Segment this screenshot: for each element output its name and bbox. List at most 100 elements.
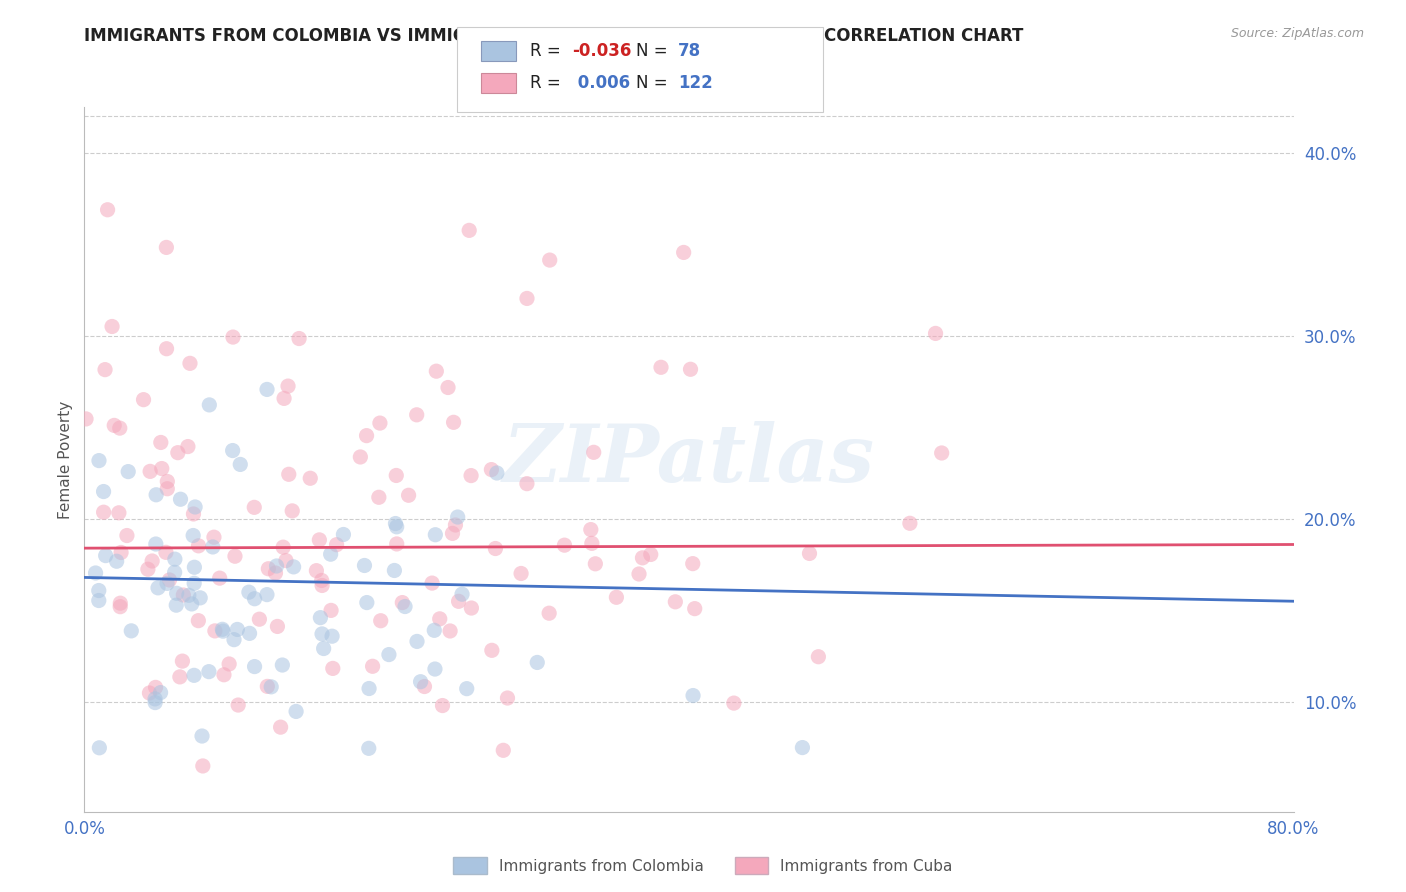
Point <box>179 356 201 370</box>
Y-axis label: Female Poverty: Female Poverty <box>58 401 73 518</box>
Point <box>481 643 503 657</box>
Point <box>165 598 187 612</box>
Point <box>222 330 245 344</box>
Point <box>425 364 447 378</box>
Point <box>931 446 953 460</box>
Point <box>683 601 706 615</box>
Point <box>605 591 627 605</box>
Point <box>579 523 602 537</box>
Point <box>183 560 205 574</box>
Point <box>169 492 191 507</box>
Point <box>538 606 561 620</box>
Point <box>325 538 347 552</box>
Point <box>105 554 128 568</box>
Point <box>183 668 205 682</box>
Text: 78: 78 <box>678 42 700 60</box>
Point <box>898 516 921 531</box>
Point <box>640 548 662 562</box>
Point <box>212 624 235 639</box>
Point <box>311 574 333 588</box>
Point <box>266 619 288 633</box>
Point <box>391 596 413 610</box>
Point <box>264 566 287 580</box>
Point <box>256 383 278 397</box>
Point <box>212 667 235 681</box>
Point <box>155 545 177 559</box>
Point <box>191 729 214 743</box>
Point <box>516 292 538 306</box>
Point <box>349 450 371 464</box>
Point <box>444 518 467 533</box>
Point <box>101 319 124 334</box>
Point <box>423 624 446 638</box>
Point <box>187 614 209 628</box>
Point <box>87 453 110 467</box>
Point <box>141 554 163 568</box>
Point <box>183 507 205 521</box>
Point <box>385 537 408 551</box>
Point <box>198 398 221 412</box>
Point <box>75 412 97 426</box>
Point <box>166 445 188 459</box>
Point <box>93 484 115 499</box>
Point <box>172 654 194 668</box>
Point <box>429 612 451 626</box>
Point <box>169 670 191 684</box>
Point <box>150 461 173 475</box>
Point <box>413 680 436 694</box>
Point <box>432 698 454 713</box>
Point <box>211 622 233 636</box>
Point <box>138 686 160 700</box>
Point <box>155 342 177 356</box>
Point <box>229 458 252 472</box>
Point <box>191 759 214 773</box>
Point <box>222 632 245 647</box>
Point <box>270 720 292 734</box>
Point <box>108 599 131 614</box>
Point <box>156 576 179 591</box>
Point <box>484 541 506 556</box>
Point <box>93 505 115 519</box>
Point <box>650 360 672 375</box>
Point <box>143 692 166 706</box>
Point <box>319 603 342 617</box>
Point <box>172 588 194 602</box>
Point <box>631 550 654 565</box>
Point <box>84 566 107 580</box>
Point <box>447 594 470 608</box>
Point <box>299 471 322 485</box>
Point <box>198 665 221 679</box>
Point <box>447 510 470 524</box>
Point <box>384 564 406 578</box>
Point <box>188 591 211 605</box>
Point <box>425 527 447 541</box>
Point <box>460 601 482 615</box>
Point <box>516 476 538 491</box>
Point <box>226 623 249 637</box>
Point <box>308 533 330 547</box>
Text: N =: N = <box>636 42 672 60</box>
Point <box>97 202 120 217</box>
Point <box>145 537 167 551</box>
Point <box>117 465 139 479</box>
Point <box>224 549 246 564</box>
Text: 122: 122 <box>678 74 713 92</box>
Point <box>378 648 401 662</box>
Point <box>110 596 132 610</box>
Point <box>357 681 380 696</box>
Point <box>132 392 155 407</box>
Point <box>406 634 429 648</box>
Point <box>94 549 117 563</box>
Point <box>405 408 427 422</box>
Point <box>792 740 814 755</box>
Point <box>145 488 167 502</box>
Point <box>451 587 474 601</box>
Point <box>187 539 209 553</box>
Point <box>321 629 343 643</box>
Point <box>311 578 333 592</box>
Point <box>218 657 240 671</box>
Point <box>807 649 830 664</box>
Point <box>273 392 295 406</box>
Point <box>581 536 603 550</box>
Point <box>510 566 533 581</box>
